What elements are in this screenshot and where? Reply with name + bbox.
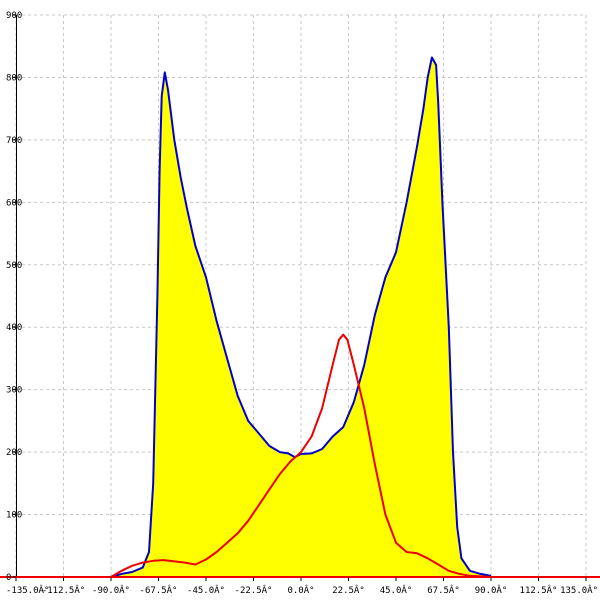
y-tick-label: 200 <box>6 448 22 458</box>
x-tick-label: 135.0Â° <box>560 584 598 596</box>
x-tick-label: 22.5Â° <box>332 584 365 596</box>
x-tick-label: -112.5Â° <box>42 584 85 596</box>
tick-labels: 0 100 200 300 400 500 600 700 800 900 -135.0Â°-112… <box>6 11 598 596</box>
y-tick-label: 100 <box>6 511 22 521</box>
y-tick-label: 600 <box>6 198 22 208</box>
x-tick-label: 90.0Â° <box>475 584 508 596</box>
y-tick-label: 0 <box>6 573 11 583</box>
y-tick-label: 900 <box>6 11 22 21</box>
x-tick-label: -135.0Â° <box>6 584 49 596</box>
y-tick-label: 500 <box>6 261 22 271</box>
y-tick-label: 800 <box>6 73 22 83</box>
series-layer <box>110 56 492 578</box>
x-tick-label: 67.5Â° <box>427 584 460 596</box>
axes <box>0 14 600 581</box>
x-tick-label: -45.0Â° <box>187 584 225 596</box>
y-tick-label: 400 <box>6 323 22 333</box>
x-tick-label: 0.0Â° <box>287 584 314 596</box>
y-tick-label: 700 <box>6 136 22 146</box>
x-tick-label: 112.5Â° <box>520 584 558 596</box>
x-tick-label: -67.5Â° <box>140 584 178 596</box>
x-tick-label: -22.5Â° <box>235 584 273 596</box>
y-tick-label: 300 <box>6 386 22 396</box>
x-tick-label: 45.0Â° <box>380 584 413 596</box>
series-1-area <box>111 57 491 577</box>
x-tick-label: -90.0Â° <box>92 584 130 596</box>
series-2-line <box>110 333 492 578</box>
